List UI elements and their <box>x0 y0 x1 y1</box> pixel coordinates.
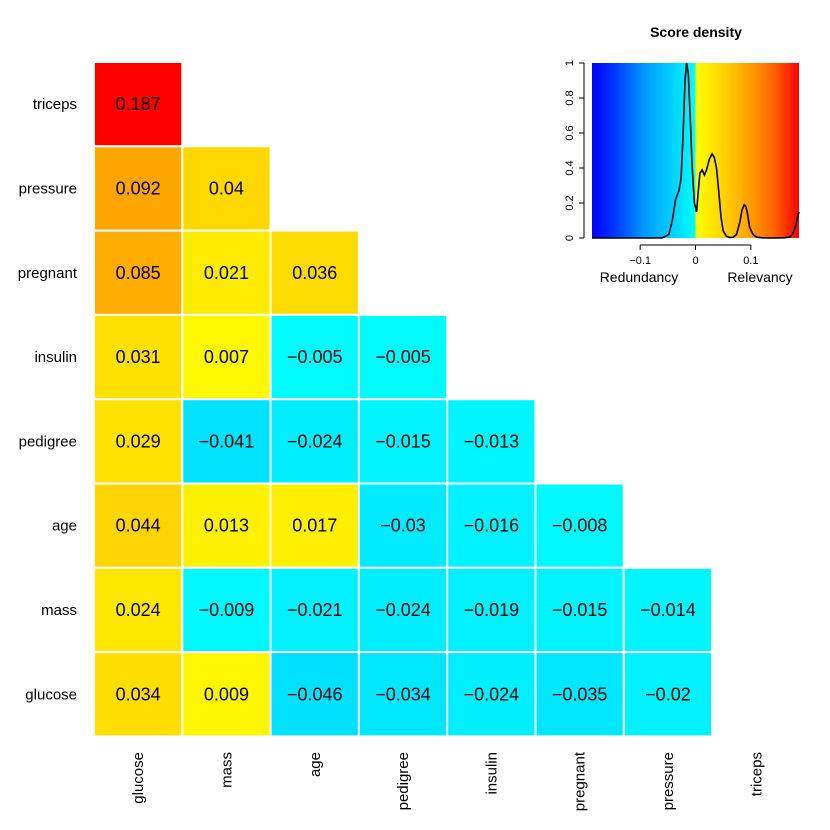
heatmap-cell <box>269 482 360 569</box>
cell-value-label: −0.024 <box>287 431 343 451</box>
cell-value-label: 0.034 <box>116 684 161 704</box>
density-y-tick-label: 0.2 <box>564 195 576 210</box>
heatmap-cell <box>269 398 360 485</box>
heatmap-cell <box>357 566 449 654</box>
cell-value-label: −0.019 <box>464 600 520 620</box>
cell-value-label: 0.009 <box>204 684 249 704</box>
cell-value-label: −0.005 <box>287 347 343 367</box>
density-curve <box>592 62 800 239</box>
cell-value-label: 0.04 <box>209 178 244 198</box>
cell-value-label: −0.008 <box>552 516 608 536</box>
cell-value-label: 0.044 <box>116 516 161 536</box>
cell-value-label: −0.013 <box>464 431 520 451</box>
row-label: pressure <box>19 180 77 197</box>
heatmap-cell <box>622 566 714 654</box>
cell-value-label: −0.024 <box>464 684 520 704</box>
heatmap-cell <box>357 313 449 401</box>
cell-value-label: 0.007 <box>204 347 249 367</box>
heatmap-cell <box>269 651 360 738</box>
row-label: insulin <box>34 349 77 366</box>
row-label: pregnant <box>18 265 78 282</box>
heatmap-cell <box>446 398 537 485</box>
cell-value-label: 0.036 <box>292 263 337 283</box>
heatmap-cell <box>357 398 449 485</box>
heatmap-cell <box>181 313 272 401</box>
cell-value-label: 0.024 <box>116 600 161 620</box>
column-label: mass <box>218 752 235 788</box>
column-label: triceps <box>748 752 765 796</box>
cell-value-label: −0.02 <box>645 684 691 704</box>
heatmap-cell <box>181 229 272 316</box>
heatmap-cell <box>446 566 537 654</box>
cell-value-label: 0.021 <box>204 263 249 283</box>
cell-value-label: 0.013 <box>204 516 249 536</box>
density-y-tick-label: 0.8 <box>564 90 576 105</box>
density-x-tick-label: −0.1 <box>629 255 651 267</box>
cell-value-label: −0.024 <box>375 600 431 620</box>
density-y-tick-label: 0.4 <box>564 160 576 175</box>
density-y-tick-label: 0 <box>564 235 576 241</box>
cell-value-label: 0.029 <box>116 431 161 451</box>
density-y-tick-label: 1 <box>564 60 576 66</box>
row-label: triceps <box>33 96 77 113</box>
density-x-tick-label: 0 <box>692 255 698 267</box>
relevancy-caption: Relevancy <box>727 269 792 285</box>
heatmap-cell <box>534 482 625 569</box>
cell-value-label: 0.092 <box>116 178 161 198</box>
density-gradient-background <box>592 63 799 238</box>
heatmap-cell <box>622 651 714 738</box>
row-label: glucose <box>25 686 77 703</box>
score-density-panel: Score density Redundancy Relevancy 0 0.2 0… <box>564 24 800 285</box>
density-title: Score density <box>650 24 742 40</box>
heatmap-cell <box>446 482 537 569</box>
cell-value-label: −0.021 <box>287 600 343 620</box>
heatmap-cell <box>357 651 449 738</box>
density-y-tick-label: 0.6 <box>564 125 576 140</box>
cell-value-label: −0.016 <box>464 516 520 536</box>
column-label: pedigree <box>395 752 412 810</box>
heatmap-cell <box>534 651 625 738</box>
heatmap-cell <box>93 651 184 738</box>
cell-value-label: −0.009 <box>199 600 255 620</box>
cell-value-label: 0.017 <box>292 516 337 536</box>
heatmap-cell <box>181 145 272 232</box>
heatmap-cell <box>93 61 184 148</box>
cell-value-label: 0.187 <box>116 94 161 114</box>
column-label: insulin <box>483 752 500 795</box>
density-x-tick-label: 0.1 <box>743 255 758 267</box>
column-label: age <box>307 752 324 777</box>
cell-value-label: −0.015 <box>375 431 431 451</box>
cell-value-label: −0.034 <box>375 684 431 704</box>
heatmap-cell <box>357 482 449 569</box>
heatmap-cell <box>534 566 625 654</box>
column-label: pregnant <box>572 751 589 811</box>
cell-value-label: 0.031 <box>116 347 161 367</box>
column-label: glucose <box>130 752 147 804</box>
cell-value-label: −0.014 <box>640 600 696 620</box>
cell-value-label: 0.085 <box>116 263 161 283</box>
row-label: age <box>52 518 77 535</box>
heatmap-cell <box>181 566 272 654</box>
heatmap-cell <box>93 313 184 401</box>
cell-value-label: −0.015 <box>552 600 608 620</box>
redundancy-caption: Redundancy <box>600 269 679 285</box>
correlation-heatmap: 0.187 0.092 0.04 0.085 0.021 0.036 0.031 0.007 −… <box>18 61 765 811</box>
cell-value-label: −0.046 <box>287 684 343 704</box>
heatmap-cell <box>269 229 360 316</box>
row-label: pedigree <box>19 433 77 450</box>
cell-value-label: −0.041 <box>199 431 255 451</box>
heatmap-cell <box>181 482 272 569</box>
row-label: mass <box>41 602 77 619</box>
column-label: pressure <box>660 752 677 810</box>
cell-value-label: −0.005 <box>375 347 431 367</box>
cell-value-label: −0.035 <box>552 684 608 704</box>
cell-value-label: −0.03 <box>380 516 426 536</box>
heatmap-cell <box>93 566 184 654</box>
